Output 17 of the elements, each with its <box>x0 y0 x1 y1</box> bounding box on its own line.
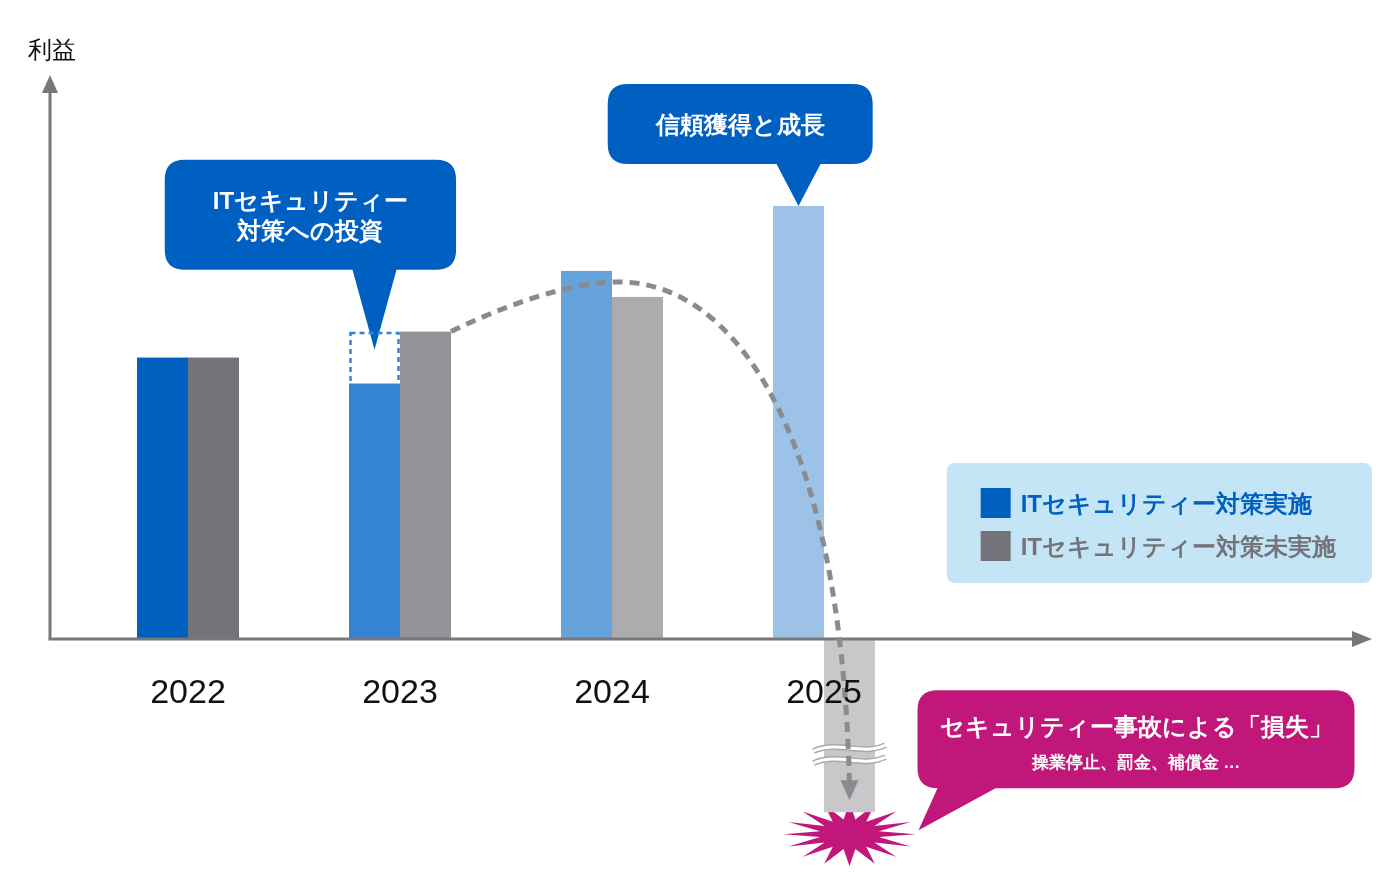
x-tick-label: 2025 <box>786 672 862 710</box>
bar <box>137 357 188 639</box>
legend-label: ITセキュリティー対策実施 <box>1020 490 1312 517</box>
callout: セキュリティー事故による「損失」 操業停止、罰金、補償金 … <box>917 690 1355 831</box>
x-tick-label: 2023 <box>362 672 438 710</box>
annotation: ITセキュリティー対策への投資 <box>212 186 409 244</box>
bar <box>400 331 451 639</box>
bar <box>612 296 663 639</box>
callout: ITセキュリティー対策への投資 <box>164 159 457 350</box>
x-tick-label: 2022 <box>150 672 226 710</box>
callout: 信頼獲得と成長 <box>607 84 873 206</box>
text: 利益 <box>28 36 76 63</box>
bar <box>561 270 612 639</box>
bar <box>188 357 239 639</box>
x-tick-label: 2024 <box>574 672 650 710</box>
bar <box>773 206 824 639</box>
legend-label: ITセキュリティー対策未実施 <box>1020 533 1336 560</box>
